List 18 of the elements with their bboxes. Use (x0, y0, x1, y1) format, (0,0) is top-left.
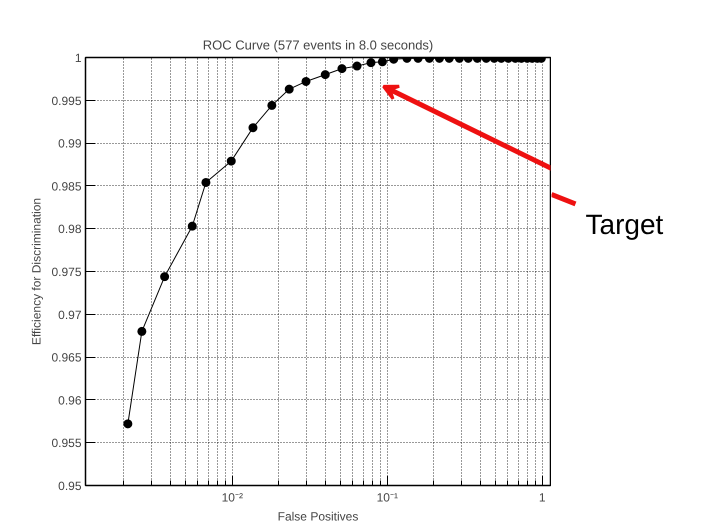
x-tick-label: 10⁻¹ (376, 490, 398, 504)
y-tick-label: 0.965 (51, 350, 82, 365)
x-tick-label: 10⁻² (222, 490, 243, 504)
y-tick-label: 0.96 (58, 393, 82, 408)
y-tick-label: 0.98 (58, 222, 82, 236)
x-axis-title: False Positives (278, 510, 358, 524)
y-tick-label: 0.97 (58, 308, 82, 322)
x-tick-label: 1 (538, 490, 546, 504)
y-tick-label: 0.975 (51, 265, 82, 279)
y-tick-label: 0.995 (51, 94, 82, 108)
chart-title: ROC Curve (577 events in 8.0 seconds) (202, 38, 434, 52)
y-tick-label: 0.95 (58, 479, 82, 493)
y-tick-label: 0.955 (51, 436, 82, 450)
y-tick-label: 0.985 (51, 179, 82, 194)
y-tick-label: 1 (74, 51, 82, 65)
text: Target (586, 208, 664, 240)
y-axis-title: Efficiency for Discrimination (29, 198, 44, 346)
y-tick-label: 0.99 (58, 136, 82, 151)
